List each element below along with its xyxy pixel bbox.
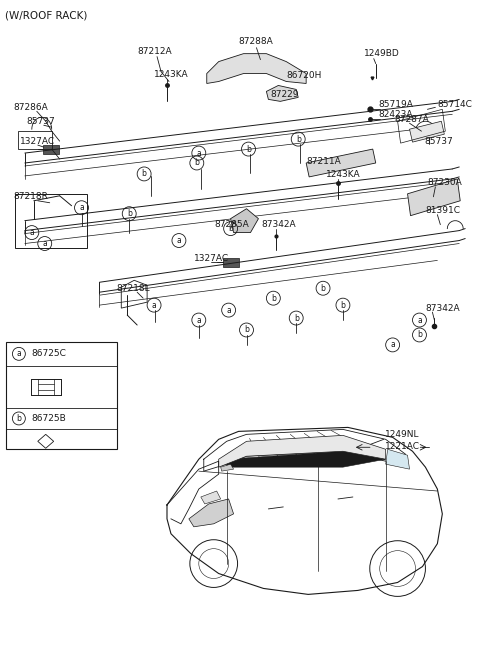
- Polygon shape: [221, 464, 234, 471]
- Text: 85714C: 85714C: [437, 100, 472, 109]
- Text: 87229: 87229: [270, 90, 299, 99]
- Text: b: b: [417, 331, 422, 339]
- Text: 1327AC: 1327AC: [194, 254, 229, 263]
- Text: 1243KA: 1243KA: [326, 171, 360, 180]
- Text: 1249BD: 1249BD: [364, 49, 399, 58]
- Text: a: a: [226, 306, 231, 315]
- Text: 85719A: 85719A: [379, 100, 414, 109]
- Text: a: a: [42, 239, 47, 248]
- Text: 87285A: 87285A: [215, 220, 250, 229]
- Polygon shape: [408, 179, 460, 216]
- Text: 1221AC: 1221AC: [384, 441, 420, 451]
- Text: b: b: [244, 325, 249, 335]
- Polygon shape: [266, 85, 298, 102]
- Text: 1327AC: 1327AC: [20, 136, 55, 146]
- Text: 85737: 85737: [424, 136, 453, 146]
- Text: 86725C: 86725C: [32, 350, 67, 358]
- Text: a: a: [79, 203, 84, 213]
- Text: b: b: [16, 414, 21, 423]
- Text: 87287A: 87287A: [395, 115, 430, 124]
- Text: 87218L: 87218L: [116, 284, 150, 293]
- Text: a: a: [177, 236, 181, 245]
- Text: a: a: [29, 228, 34, 237]
- Polygon shape: [306, 149, 376, 177]
- Polygon shape: [230, 209, 258, 233]
- Text: 86725B: 86725B: [32, 414, 67, 423]
- Text: 87342A: 87342A: [262, 220, 296, 229]
- Text: 87218R: 87218R: [13, 192, 48, 201]
- Text: 82423A: 82423A: [379, 110, 413, 119]
- Text: b: b: [246, 144, 251, 154]
- Text: b: b: [194, 159, 199, 167]
- Text: (W/ROOF RACK): (W/ROOF RACK): [5, 11, 87, 21]
- Polygon shape: [189, 499, 234, 527]
- Text: b: b: [142, 169, 146, 178]
- Polygon shape: [227, 451, 385, 467]
- Text: a: a: [390, 340, 395, 350]
- Text: b: b: [127, 209, 132, 218]
- Text: 81391C: 81391C: [425, 206, 460, 215]
- Text: 87286A: 87286A: [13, 103, 48, 112]
- Polygon shape: [201, 491, 221, 504]
- Text: a: a: [196, 316, 201, 325]
- Text: 1243KA: 1243KA: [154, 70, 189, 79]
- Text: a: a: [16, 350, 21, 358]
- Bar: [223, 258, 239, 268]
- Text: a: a: [152, 300, 156, 310]
- Text: b: b: [271, 294, 276, 302]
- Bar: [6, 342, 117, 449]
- Text: 1249NL: 1249NL: [384, 430, 419, 439]
- Text: b: b: [296, 134, 300, 144]
- Text: b: b: [340, 300, 346, 310]
- Polygon shape: [385, 449, 409, 469]
- Text: a: a: [417, 316, 422, 325]
- Polygon shape: [207, 54, 306, 83]
- Text: 87230A: 87230A: [427, 178, 462, 188]
- Bar: [43, 145, 59, 154]
- Polygon shape: [219, 436, 385, 467]
- Text: a: a: [196, 148, 201, 157]
- Text: 87288A: 87288A: [239, 37, 273, 46]
- Text: 87212A: 87212A: [137, 47, 172, 56]
- Text: 85737: 85737: [27, 117, 56, 126]
- Text: b: b: [294, 314, 299, 323]
- Polygon shape: [409, 121, 444, 142]
- Text: 87211A: 87211A: [306, 157, 341, 165]
- Text: 86720H: 86720H: [286, 71, 322, 80]
- Text: 87342A: 87342A: [425, 304, 460, 313]
- Text: b: b: [321, 284, 325, 293]
- Text: b: b: [228, 224, 233, 233]
